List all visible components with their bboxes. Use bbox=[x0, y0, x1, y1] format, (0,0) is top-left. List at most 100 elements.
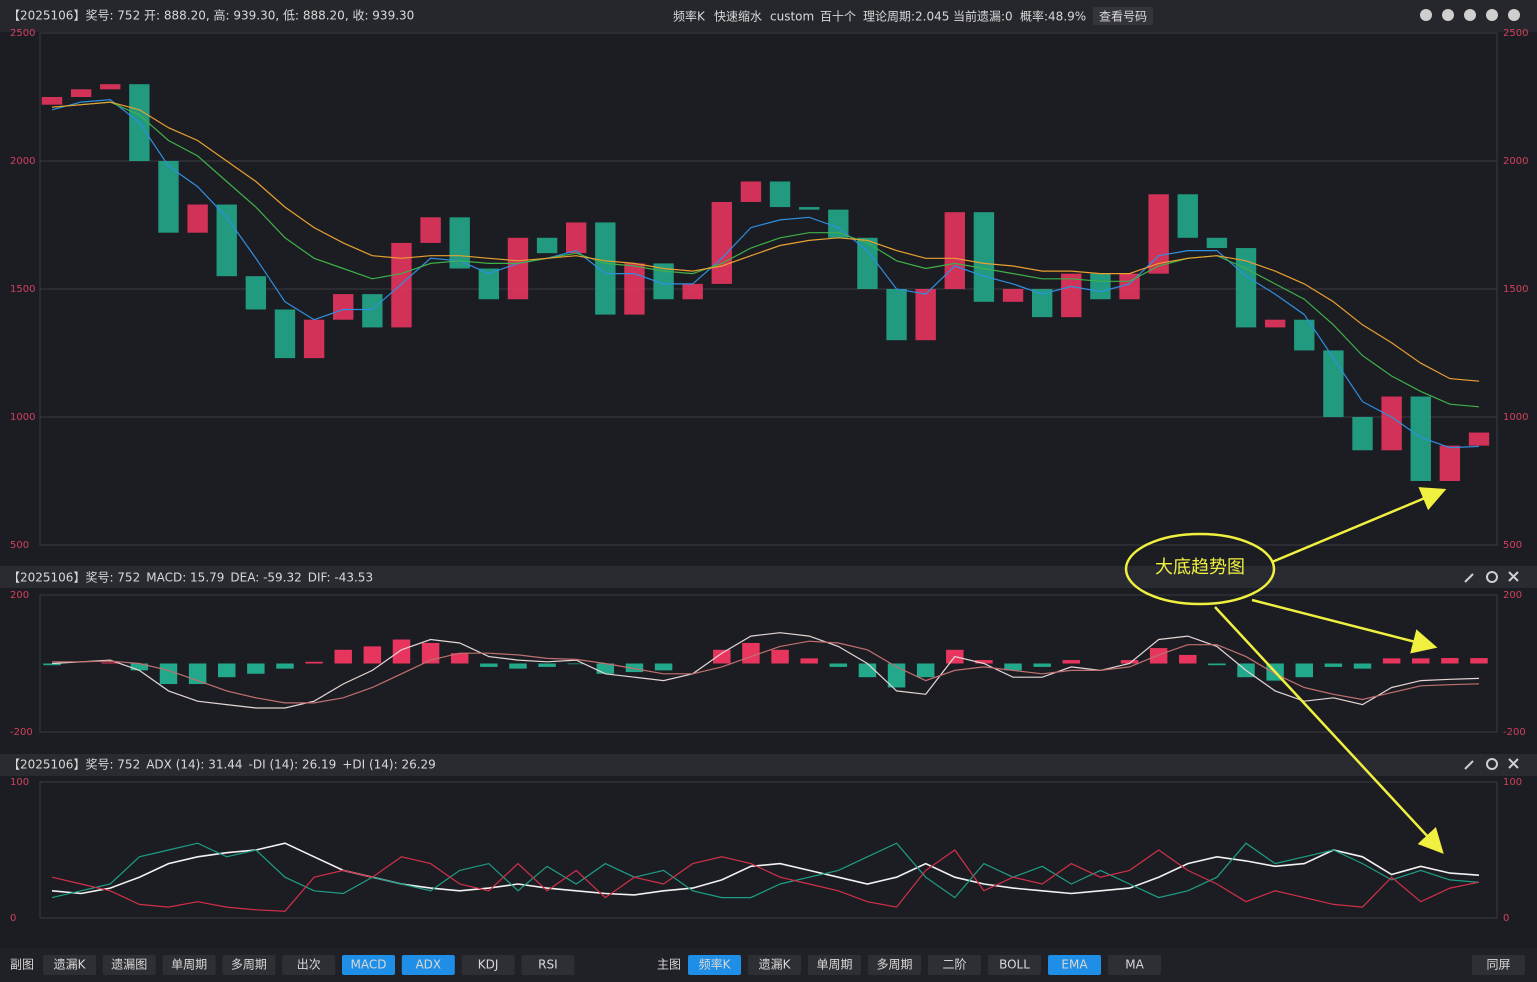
top-bar bbox=[0, 0, 1537, 32]
toolbar-button[interactable] bbox=[868, 955, 921, 975]
histogram-bar bbox=[305, 661, 323, 664]
histogram-bar bbox=[800, 658, 818, 664]
toolbar-button[interactable] bbox=[928, 955, 981, 975]
histogram-bar bbox=[596, 663, 615, 674]
histogram-bar bbox=[742, 642, 760, 664]
histogram-bar bbox=[392, 639, 411, 664]
toolbar-button[interactable] bbox=[401, 955, 455, 975]
candle bbox=[70, 89, 92, 97]
status-item: 快速缩水 bbox=[714, 9, 762, 24]
status-item: 频率K bbox=[673, 9, 706, 24]
toolbar-button-label: 单周期 bbox=[816, 958, 852, 972]
line bbox=[51, 842, 1480, 896]
toolbar-button[interactable] bbox=[461, 955, 515, 975]
histogram-bar bbox=[247, 663, 265, 674]
candle bbox=[333, 294, 354, 320]
histogram-bar bbox=[159, 663, 178, 685]
histogram-bar bbox=[1441, 658, 1459, 664]
toolbar-button[interactable] bbox=[43, 955, 96, 975]
toolbar-button[interactable] bbox=[688, 955, 741, 975]
toolbar-button-label: ADX bbox=[415, 958, 441, 972]
annotation-text: 大底趋势图 bbox=[1155, 557, 1245, 578]
top-icons[interactable] bbox=[1420, 9, 1520, 21]
candle bbox=[798, 207, 820, 210]
toolbar-button-label: MACD bbox=[351, 958, 387, 972]
y-tick-label-right: -200 bbox=[1503, 727, 1526, 738]
toolbar-button[interactable] bbox=[988, 955, 1041, 975]
histogram-bar bbox=[625, 663, 644, 673]
toolbar-button-label: KDJ bbox=[478, 958, 499, 972]
annotation-ellipse bbox=[1124, 532, 1276, 606]
histogram-bar bbox=[1004, 663, 1022, 671]
histogram-bar bbox=[858, 663, 877, 678]
status-item: 百十个 bbox=[820, 10, 856, 24]
toolbar-button[interactable] bbox=[282, 955, 336, 975]
toolbar-button[interactable] bbox=[808, 955, 861, 975]
toolbar-button[interactable] bbox=[1048, 955, 1101, 975]
adx-header bbox=[0, 754, 1537, 776]
toolbar-button[interactable] bbox=[162, 955, 216, 975]
histogram-bar bbox=[771, 649, 789, 664]
status-item: custom bbox=[770, 10, 814, 24]
histogram-bar bbox=[1149, 648, 1168, 664]
histogram-bar bbox=[713, 649, 731, 664]
status-item: 当前遗漏:0 bbox=[953, 9, 1013, 24]
panel-title: 【2025106】奖号: 752 bbox=[8, 571, 140, 585]
line bbox=[51, 101, 1480, 382]
histogram-bar bbox=[276, 663, 294, 669]
toolbar-button[interactable] bbox=[222, 955, 276, 975]
toolbar-button-label: EMA bbox=[1061, 958, 1088, 972]
candle bbox=[828, 209, 849, 238]
toolbar-button[interactable] bbox=[342, 955, 395, 975]
toolbar-button-label: 遗漏K bbox=[759, 958, 792, 972]
histogram-bar bbox=[1120, 660, 1139, 664]
plot-frame bbox=[39, 781, 1498, 919]
toolbar-button-label: 单周期 bbox=[171, 958, 207, 972]
histogram-bar bbox=[1295, 663, 1314, 678]
candle bbox=[187, 204, 208, 233]
arrow bbox=[1271, 487, 1447, 564]
y-tick-label: 1500 bbox=[10, 284, 35, 295]
macd-header bbox=[0, 566, 1537, 588]
toolbar-button[interactable] bbox=[748, 955, 801, 975]
candle bbox=[624, 263, 645, 315]
candle bbox=[1148, 194, 1169, 274]
annotation: 大底趋势图 bbox=[1124, 487, 1447, 854]
candle bbox=[100, 84, 121, 90]
panel-icons[interactable] bbox=[1464, 571, 1519, 770]
histogram-bar bbox=[1382, 658, 1401, 664]
candle bbox=[1439, 445, 1461, 481]
line bbox=[51, 101, 1480, 408]
toolbar-button-label: 同屏 bbox=[1486, 958, 1510, 972]
candle bbox=[507, 237, 529, 300]
candle bbox=[1235, 248, 1257, 328]
histogram-bar bbox=[217, 663, 236, 678]
histogram-bar bbox=[1470, 658, 1488, 664]
candle bbox=[915, 289, 936, 341]
y-tick-label-right: 2500 bbox=[1503, 28, 1528, 39]
histogram-bar bbox=[130, 663, 149, 671]
view-numbers-button[interactable] bbox=[1093, 7, 1153, 25]
candle bbox=[944, 212, 965, 289]
candle bbox=[1090, 273, 1111, 300]
candle bbox=[769, 181, 791, 208]
legend-entry: +DI (14): 26.29 bbox=[342, 758, 436, 772]
candle bbox=[41, 97, 63, 105]
toolbar-button[interactable] bbox=[102, 955, 156, 975]
histogram-bar bbox=[1208, 663, 1226, 666]
candle bbox=[1294, 319, 1315, 351]
y-tick-label: -200 bbox=[10, 727, 33, 738]
histogram-bar bbox=[1324, 663, 1343, 667]
legend-entry: ADX (14): 31.44 bbox=[146, 758, 242, 772]
y-tick-label: 2500 bbox=[10, 28, 35, 39]
candle bbox=[653, 263, 674, 300]
toolbar-button[interactable] bbox=[521, 955, 575, 975]
toolbar-button[interactable] bbox=[1108, 955, 1161, 975]
toolbar-label: 副图 bbox=[10, 958, 34, 972]
y-tick-label-right: 1500 bbox=[1503, 284, 1528, 295]
toolbar-button[interactable] bbox=[1472, 955, 1525, 975]
y-tick-label-right: 500 bbox=[1503, 540, 1522, 551]
arrow bbox=[1251, 598, 1438, 654]
candle bbox=[1206, 237, 1228, 249]
